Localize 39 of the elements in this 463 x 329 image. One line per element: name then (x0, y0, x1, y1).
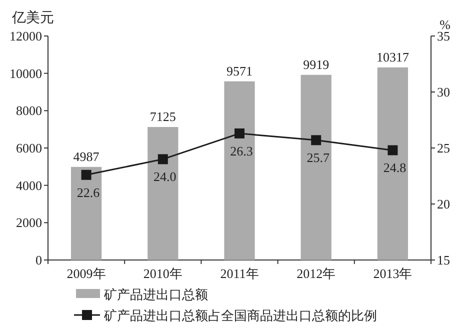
y-tick-label: 4000 (16, 178, 42, 193)
point (234, 128, 244, 138)
x-tick-label: 2013年 (373, 266, 412, 281)
x-tick-label: 2011年 (220, 266, 259, 281)
y-tick-label: 12000 (10, 28, 42, 44)
bar (377, 67, 408, 260)
y-tick-label: 6000 (16, 140, 42, 156)
point (388, 145, 398, 156)
x-tick-label: 2009年 (66, 266, 106, 281)
data-label: 25.7 (306, 150, 330, 166)
y2-tick-label: 25 (437, 140, 450, 156)
y-axis-title: 亿美元 (11, 10, 54, 26)
y-tick-label: 0 (36, 252, 42, 268)
point (158, 154, 168, 164)
bar (300, 74, 332, 260)
y-tick-label: 8000 (16, 103, 42, 118)
y2-tick-label: 20 (437, 196, 450, 212)
point (311, 135, 322, 146)
y2-tick-label: 30 (437, 84, 450, 100)
data-label: 26.3 (230, 143, 253, 158)
bar (224, 81, 255, 260)
data-label: 10317 (376, 49, 410, 64)
data-label: 4987 (73, 148, 100, 164)
data-label: 7125 (150, 109, 176, 124)
data-label: 9919 (303, 56, 330, 72)
data-label: 9571 (226, 63, 252, 78)
y-tick-label: 10000 (10, 66, 42, 81)
bar (70, 166, 102, 260)
y-tick-label: 2000 (16, 215, 42, 230)
x-tick-label: 2012年 (296, 266, 336, 281)
point (81, 170, 92, 180)
y2-tick-label: 15 (437, 252, 450, 268)
legend-label: 矿产品进出口总额占全国商品进出口总额的比例 (103, 308, 377, 323)
data-label: 24.0 (154, 169, 176, 184)
bar (148, 127, 178, 260)
legend-label: 矿产品进出口总额 (103, 287, 208, 302)
data-label: 22.6 (76, 184, 100, 200)
x-tick-label: 2010年 (143, 266, 182, 281)
data-label: 24.8 (383, 160, 406, 176)
